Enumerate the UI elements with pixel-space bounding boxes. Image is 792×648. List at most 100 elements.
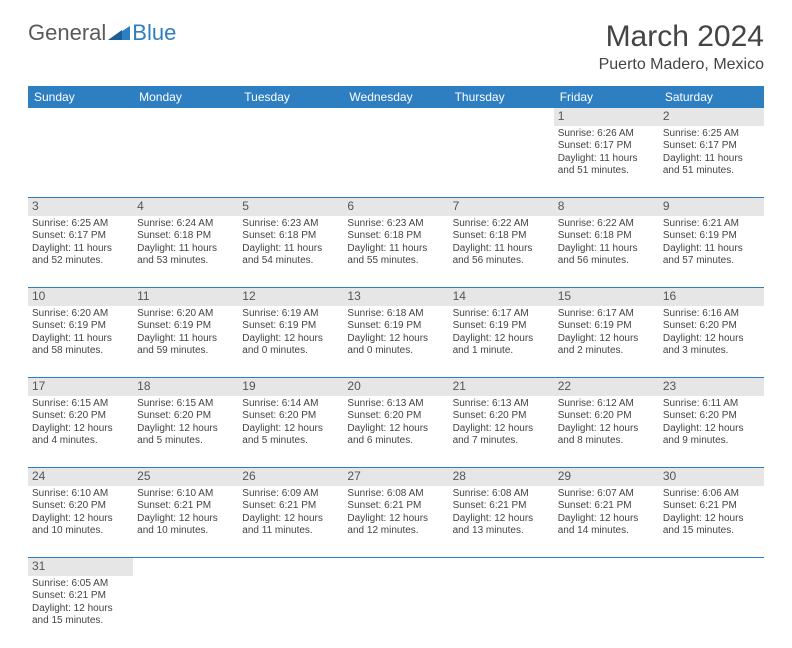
day-cell [449,126,554,198]
title-block: March 2024 Puerto Madero, Mexico [599,20,764,74]
sunrise-text: Sunrise: 6:14 AM [242,398,339,411]
daylight-text: Daylight: 12 hours and 0 minutes. [347,333,444,358]
sunset-text: Sunset: 6:21 PM [663,500,760,513]
day-number: 24 [32,469,45,483]
weekday-header: Thursday [449,86,554,108]
daylight-text: Daylight: 12 hours and 2 minutes. [558,333,655,358]
day-cell: Sunrise: 6:24 AMSunset: 6:18 PMDaylight:… [133,216,238,288]
daylight-text: Daylight: 12 hours and 4 minutes. [32,423,129,448]
weekday-header: Tuesday [238,86,343,108]
sunset-text: Sunset: 6:20 PM [32,500,129,513]
day-number: 18 [137,379,150,393]
sunset-text: Sunset: 6:20 PM [347,410,444,423]
day-number: 7 [453,199,460,213]
daylight-text: Daylight: 11 hours and 55 minutes. [347,243,444,268]
day-cell: Sunrise: 6:21 AMSunset: 6:19 PMDaylight:… [659,216,764,288]
daynum-cell [343,558,448,576]
daylight-text: Daylight: 11 hours and 54 minutes. [242,243,339,268]
weekday-header: Friday [554,86,659,108]
day-number: 28 [453,469,466,483]
day-number: 1 [558,109,565,123]
day-cell [238,126,343,198]
sunset-text: Sunset: 6:17 PM [558,140,655,153]
day-cell: Sunrise: 6:23 AMSunset: 6:18 PMDaylight:… [238,216,343,288]
week-row: Sunrise: 6:25 AMSunset: 6:17 PMDaylight:… [28,216,764,288]
daynum-cell: 2 [659,108,764,126]
sunrise-text: Sunrise: 6:06 AM [663,488,760,501]
daylight-text: Daylight: 11 hours and 57 minutes. [663,243,760,268]
daylight-text: Daylight: 12 hours and 8 minutes. [558,423,655,448]
day-cell: Sunrise: 6:08 AMSunset: 6:21 PMDaylight:… [343,486,448,558]
day-cell: Sunrise: 6:20 AMSunset: 6:19 PMDaylight:… [28,306,133,378]
daylight-text: Daylight: 11 hours and 59 minutes. [137,333,234,358]
day-cell: Sunrise: 6:15 AMSunset: 6:20 PMDaylight:… [28,396,133,468]
day-number: 21 [453,379,466,393]
sunset-text: Sunset: 6:20 PM [663,410,760,423]
sunrise-text: Sunrise: 6:26 AM [558,128,655,141]
day-number: 23 [663,379,676,393]
week-row: Sunrise: 6:26 AMSunset: 6:17 PMDaylight:… [28,126,764,198]
calendar-table: Sunday Monday Tuesday Wednesday Thursday… [28,86,764,648]
daylight-text: Daylight: 12 hours and 14 minutes. [558,513,655,538]
daynum-cell: 1 [554,108,659,126]
sunset-text: Sunset: 6:21 PM [32,590,129,603]
day-number: 11 [137,289,149,303]
day-number: 12 [242,289,255,303]
daynum-cell: 7 [449,198,554,216]
daylight-text: Daylight: 12 hours and 7 minutes. [453,423,550,448]
day-number: 16 [663,289,676,303]
week-row: Sunrise: 6:15 AMSunset: 6:20 PMDaylight:… [28,396,764,468]
day-cell: Sunrise: 6:14 AMSunset: 6:20 PMDaylight:… [238,396,343,468]
sunrise-text: Sunrise: 6:21 AM [663,218,760,231]
sunset-text: Sunset: 6:19 PM [453,320,550,333]
daynum-cell: 10 [28,288,133,306]
sunset-text: Sunset: 6:18 PM [137,230,234,243]
daynum-cell: 20 [343,378,448,396]
weekday-header: Sunday [28,86,133,108]
daynum-cell: 11 [133,288,238,306]
day-number: 5 [242,199,249,213]
daylight-text: Daylight: 11 hours and 52 minutes. [32,243,129,268]
day-cell [343,126,448,198]
day-cell: Sunrise: 6:11 AMSunset: 6:20 PMDaylight:… [659,396,764,468]
day-cell: Sunrise: 6:25 AMSunset: 6:17 PMDaylight:… [659,126,764,198]
daylight-text: Daylight: 12 hours and 10 minutes. [137,513,234,538]
sunset-text: Sunset: 6:21 PM [347,500,444,513]
sunset-text: Sunset: 6:20 PM [663,320,760,333]
daynum-cell: 5 [238,198,343,216]
daylight-text: Daylight: 11 hours and 56 minutes. [453,243,550,268]
sunset-text: Sunset: 6:19 PM [242,320,339,333]
daynum-cell: 19 [238,378,343,396]
sunset-text: Sunset: 6:18 PM [558,230,655,243]
logo-text-general: General [28,20,106,46]
daynum-cell: 16 [659,288,764,306]
day-cell: Sunrise: 6:17 AMSunset: 6:19 PMDaylight:… [554,306,659,378]
day-number: 6 [347,199,354,213]
sunrise-text: Sunrise: 6:23 AM [242,218,339,231]
day-cell [133,126,238,198]
daylight-text: Daylight: 12 hours and 15 minutes. [32,603,129,628]
sunrise-text: Sunrise: 6:17 AM [558,308,655,321]
daylight-text: Daylight: 11 hours and 56 minutes. [558,243,655,268]
daylight-text: Daylight: 12 hours and 9 minutes. [663,423,760,448]
daylight-text: Daylight: 12 hours and 3 minutes. [663,333,760,358]
sunset-text: Sunset: 6:20 PM [137,410,234,423]
logo: General Blue [28,20,176,46]
header: General Blue March 2024 Puerto Madero, M… [28,20,764,74]
day-number: 25 [137,469,150,483]
day-cell: Sunrise: 6:19 AMSunset: 6:19 PMDaylight:… [238,306,343,378]
daynum-cell: 27 [343,468,448,486]
daylight-text: Daylight: 12 hours and 11 minutes. [242,513,339,538]
day-cell: Sunrise: 6:16 AMSunset: 6:20 PMDaylight:… [659,306,764,378]
day-cell: Sunrise: 6:12 AMSunset: 6:20 PMDaylight:… [554,396,659,468]
week-row: Sunrise: 6:20 AMSunset: 6:19 PMDaylight:… [28,306,764,378]
sunset-text: Sunset: 6:20 PM [242,410,339,423]
day-number: 19 [242,379,255,393]
day-number: 27 [347,469,360,483]
daynum-cell [28,108,133,126]
day-cell [28,126,133,198]
daynum-cell [133,108,238,126]
daynum-cell: 15 [554,288,659,306]
sunrise-text: Sunrise: 6:08 AM [453,488,550,501]
sunset-text: Sunset: 6:21 PM [137,500,234,513]
